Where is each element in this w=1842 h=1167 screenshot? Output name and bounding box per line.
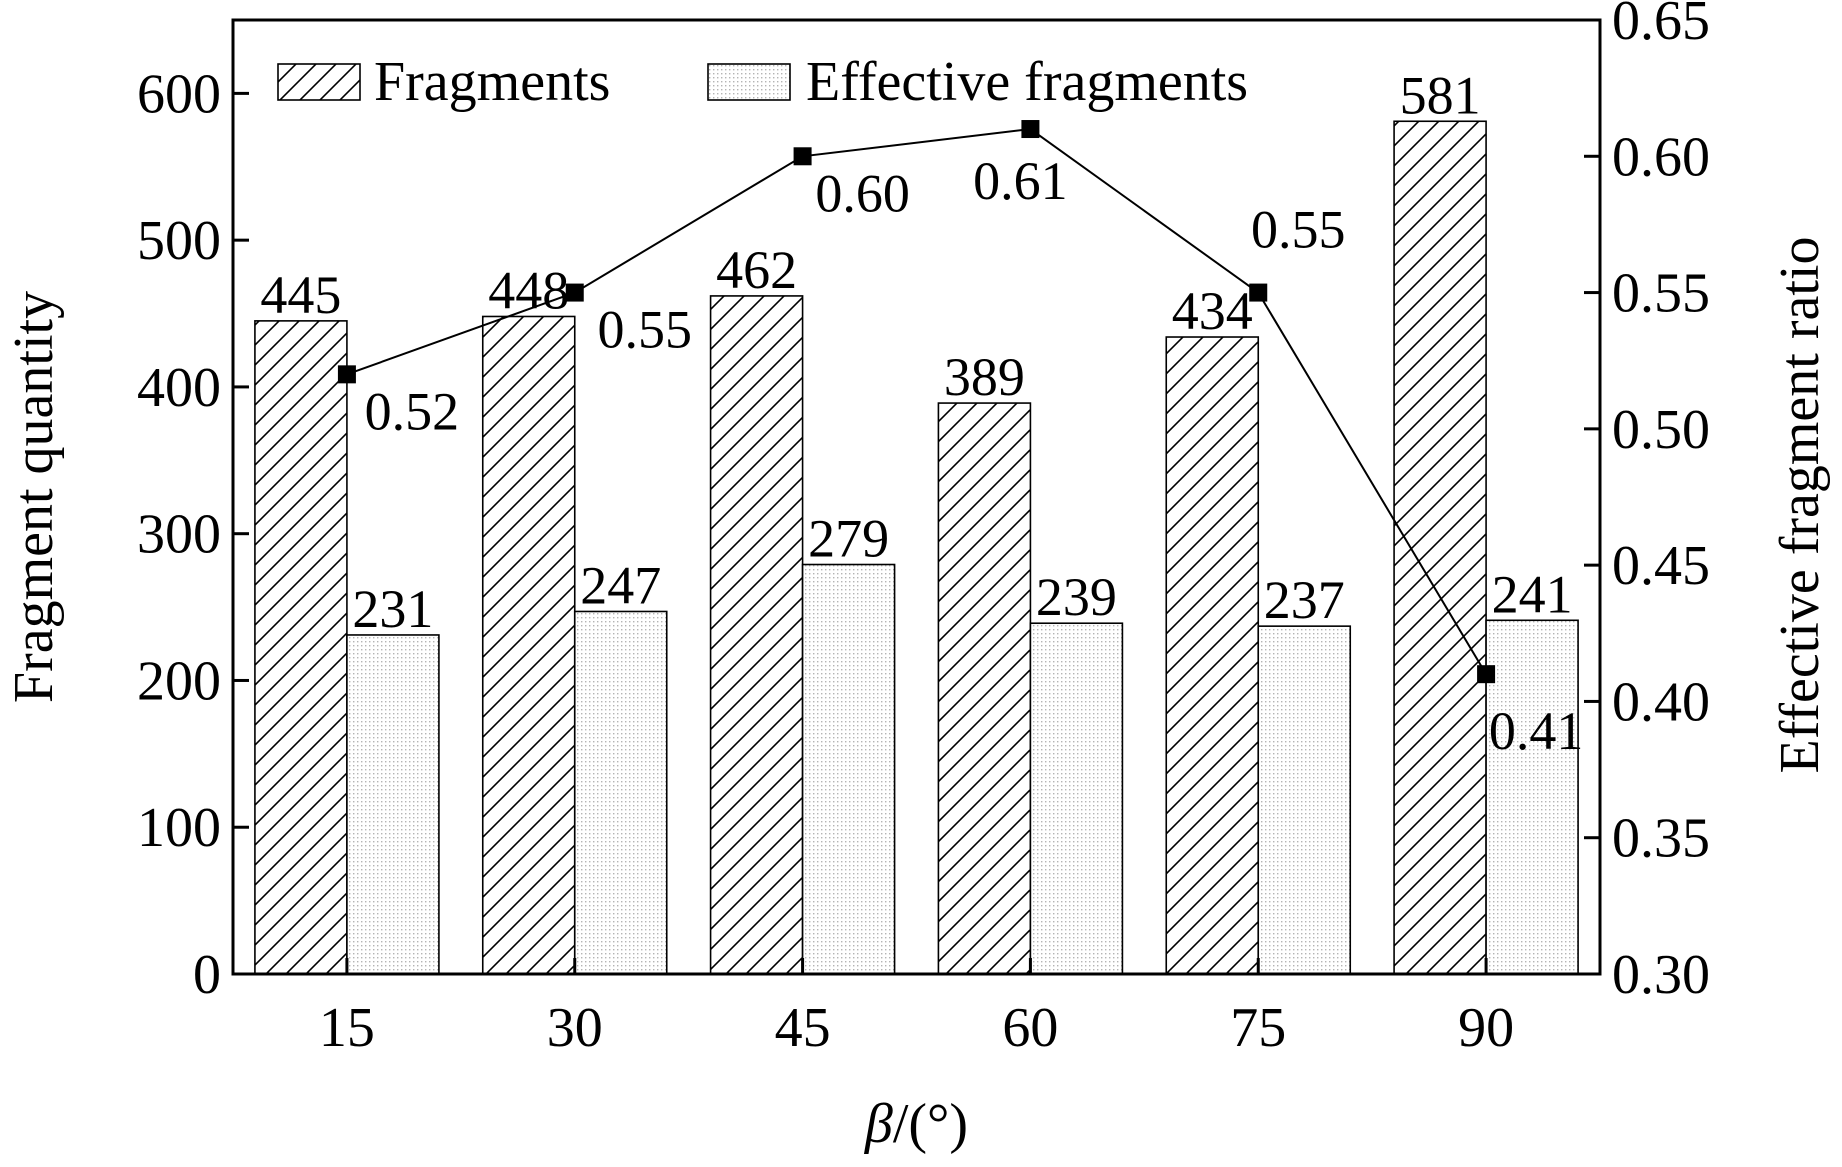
y2-tick-label-0.30: 0.30 [1612,944,1710,1006]
data-label-effective-fragments-15: 231 [352,579,433,639]
plot-frame [231,18,1602,976]
y2-axis-title: Effective fragment ratio [1769,237,1831,774]
y-tick-label-0: 0 [193,944,221,1006]
y2-tick-label-0.45: 0.45 [1612,535,1710,597]
y-tick-label-300: 300 [137,504,221,566]
data-label-ratio-45: 0.60 [815,163,910,223]
y2-tick-label-0.65: 0.65 [1612,0,1710,52]
legend-label-fragments: Fragments [374,51,610,113]
data-label-effective-fragments-30: 247 [580,555,661,615]
ratio-marker-45 [793,147,812,166]
data-label-fragments-45: 462 [716,240,797,300]
x-tick-label-30: 30 [547,997,603,1059]
bar-effective-fragments-15 [346,634,440,975]
data-label-effective-fragments-45: 279 [808,509,889,569]
x-tick-label-75: 75 [1230,997,1286,1059]
ratio-marker-15 [337,365,356,384]
y-tick-label-600: 600 [137,63,221,125]
bar-fragments-75 [1165,336,1260,975]
bar-effective-fragments-45 [801,563,896,975]
y2-tick-label-0.40: 0.40 [1612,671,1710,733]
ratio-marker-60 [1021,120,1040,139]
ratio-marker-90 [1477,665,1496,684]
y2-tick-label-0.50: 0.50 [1612,399,1710,461]
x-tick-label-45: 45 [775,997,831,1059]
ratio-line [337,120,1496,684]
data-label-fragments-90: 581 [1400,65,1481,125]
legend-swatch-effective-fragments [707,63,791,101]
ratio-polyline [346,127,1487,675]
x-tick-label-60: 60 [1002,997,1058,1059]
y2-tick-label-0.55: 0.55 [1612,263,1710,325]
bar-fragments-90 [1393,120,1487,975]
axes: 0 100 200 300 400 500 600 0.30 0.35 0.40 0.45 0.50 0… [3,0,1831,1155]
y-tick-label-500: 500 [137,210,221,272]
data-label-fragments-60: 389 [944,347,1025,407]
legend: Fragments Effective fragments [277,51,1248,113]
bars [254,120,1579,975]
bar-fragments-30 [481,315,576,975]
legend-label-effective-fragments: Effective fragments [806,51,1248,113]
y-axis-title: Fragment quantity [3,291,65,703]
ratio-marker-30 [565,283,584,302]
data-label-effective-fragments-75: 237 [1264,570,1345,630]
x-tick-label-90: 90 [1458,997,1514,1059]
y-tick-label-200: 200 [137,650,221,712]
bar-effective-fragments-75 [1257,625,1352,975]
data-label-ratio-75: 0.55 [1251,200,1346,260]
x-tick-label-15: 15 [319,997,375,1059]
bar-effective-fragments-90 [1485,619,1579,975]
y-tick-label-400: 400 [137,357,221,419]
ratio-marker-75 [1249,283,1268,302]
bar-fragments-15 [254,320,348,975]
bar-fragments-45 [709,295,804,975]
data-label-effective-fragments-90: 241 [1492,564,1573,624]
data-label-fragments-15: 445 [260,265,341,325]
bar-effective-fragments-30 [573,610,668,975]
data-label-fragments-30: 448 [488,260,569,320]
y2-tick-label-0.35: 0.35 [1612,808,1710,870]
legend-swatch-fragments [277,63,361,101]
data-label-ratio-15: 0.52 [365,381,460,441]
data-label-ratio-30: 0.55 [598,300,693,360]
x-axis-title: β/(°) [864,1093,968,1155]
bar-fragments-60 [937,402,1032,975]
y-tick-label-100: 100 [137,797,221,859]
y2-tick-label-0.60: 0.60 [1612,126,1710,188]
data-labels: 445 231 448 247 462 279 389 239 434 237 581 241 0.52… [260,65,1583,761]
data-label-effective-fragments-60: 239 [1036,567,1117,627]
data-label-ratio-60: 0.61 [973,151,1068,211]
data-label-ratio-90: 0.41 [1489,701,1584,761]
data-label-fragments-75: 434 [1172,281,1253,341]
bar-effective-fragments-60 [1029,622,1124,975]
